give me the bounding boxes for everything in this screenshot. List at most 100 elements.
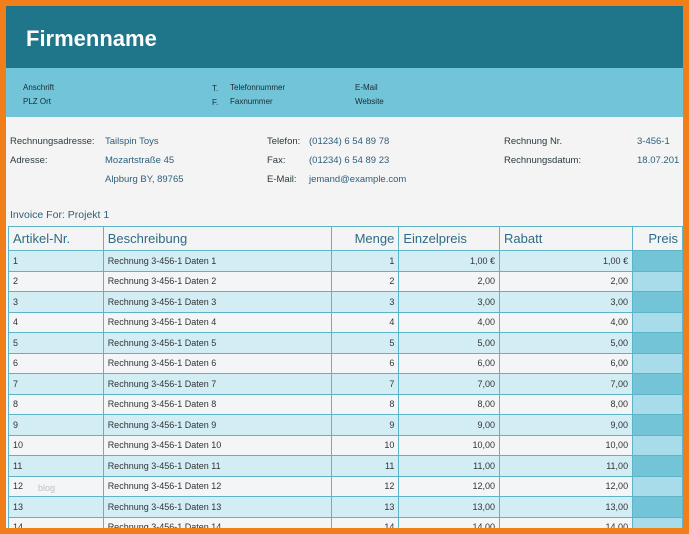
table-cell: 1 [330,250,400,272]
info-label: Rechnung Nr. [504,136,563,147]
table-cell: 10,00 [398,434,501,456]
table-row: 2 Rechnung 3-456-1 Daten 2 2 2,00 2,00 [8,270,683,292]
header-bar [6,6,683,68]
table-cell: 13,00 [499,496,634,518]
price-cell [632,496,683,518]
price-cell [632,393,683,415]
table-cell: 9,00 [499,414,634,436]
column-header: Preis [632,226,683,251]
table-cell: 7,00 [398,373,501,395]
table-cell: 10 [330,434,400,456]
price-cell [632,373,683,395]
price-cell [632,352,683,374]
table-cell: 5 [8,332,104,354]
table-cell: 2 [330,270,400,292]
table-cell: Rechnung 3-456-1 Daten 6 [102,352,332,374]
table-row: 4 Rechnung 3-456-1 Daten 4 4 4,00 4,00 [8,311,683,333]
table-cell: 14,00 [398,516,501,528]
table-cell: 7 [8,373,104,395]
band-text: Faxnummer [230,97,273,106]
table-cell: 14 [8,516,104,528]
table-cell: 13 [8,496,104,518]
invoice-table: Artikel-Nr. Beschreibung Menge Einzelpreis R… [8,226,683,528]
table-cell: 13 [330,496,400,518]
table-cell: 8,00 [398,393,501,415]
info-label: Adresse: [10,155,48,166]
table-cell: 4,00 [499,311,634,333]
info-label: Fax: [267,155,286,166]
table-row: 3 Rechnung 3-456-1 Daten 3 3 3,00 3,00 [8,291,683,313]
table-cell: Rechnung 3-456-1 Daten 5 [102,332,332,354]
band-text: Website [355,97,384,106]
price-cell [632,475,683,497]
table-cell: 10,00 [499,434,634,456]
table-cell: 4 [8,311,104,333]
watermark: blog [38,483,56,493]
band-text: Telefonnummer [230,83,286,92]
info-value: jemand@example.com [309,174,407,185]
table-cell: 4,00 [398,311,501,333]
table-cell: 7 [330,373,400,395]
table-cell: 11 [330,455,400,477]
table-cell: 1 [8,250,104,272]
table-cell: 8,00 [499,393,634,415]
table-cell: 5,00 [499,332,634,354]
table-cell: Rechnung 3-456-1 Daten 10 [102,434,332,456]
info-value: 3-456-1 [637,136,670,147]
table-row: 1 Rechnung 3-456-1 Daten 1 1 1,00 €1,00 € [8,250,683,272]
table-row: 7 Rechnung 3-456-1 Daten 7 7 7,00 7,00 [8,373,683,395]
invoice-for: Invoice For: Projekt 1 [10,209,110,221]
table-cell: Rechnung 3-456-1 Daten 7 [102,373,332,395]
table-cell: 4 [330,311,400,333]
table-cell: 11,00 [499,455,634,477]
price-cell [632,516,683,528]
table-cell: Rechnung 3-456-1 Daten 4 [102,311,332,333]
table-cell: 12 [8,475,104,497]
table-cell: Rechnung 3-456-1 Daten 14 [102,516,332,528]
info-label: Rechnungsadresse: [10,136,95,147]
table-cell: Rechnung 3-456-1 Daten 12 [102,475,332,497]
table-cell: 5,00 [398,332,501,354]
column-header: Artikel-Nr. [8,226,104,251]
band-text: PLZ Ort [23,97,52,106]
table-row: 9 Rechnung 3-456-1 Daten 9 9 9,00 9,00 [8,414,683,436]
band-text: T. [212,84,219,93]
table-cell: 9 [8,414,104,436]
price-cell [632,311,683,333]
table-cell: 6 [330,352,400,374]
table-cell: 9,00 [398,414,501,436]
price-cell [632,250,683,272]
table-cell: 13,00 [398,496,501,518]
column-header: Beschreibung [102,226,332,251]
table-cell: 7,00 [499,373,634,395]
table-cell: Rechnung 3-456-1 Daten 11 [102,455,332,477]
price-cell [632,291,683,313]
band-text: F. [212,98,219,107]
table-cell: 3,00 [499,291,634,313]
table-cell: Rechnung 3-456-1 Daten 13 [102,496,332,518]
table-cell: 14,00 [499,516,634,528]
company-title: Firmenname [26,26,157,51]
info-value: Alpburg BY, 89765 [105,174,184,185]
table-row: 10 Rechnung 3-456-1 Daten 10 10 10,00 10,00 [8,434,683,456]
band-text: Anschrift [23,83,55,92]
table-row: 8 Rechnung 3-456-1 Daten 8 8 8,00 8,00 [8,393,683,415]
price-cell [632,455,683,477]
table-cell: 3 [8,291,104,313]
table-cell: 8 [330,393,400,415]
table-row: 14 Rechnung 3-456-1 Daten 14 14 14,00 14,00 [8,516,683,528]
header-row: Artikel-Nr. Beschreibung Menge Einzelpreis R… [8,226,683,251]
info-label: Telefon: [267,136,301,147]
table-row: 11 Rechnung 3-456-1 Daten 11 11 11,00 11,00 [8,455,683,477]
table-cell: 1,00 € [499,250,634,272]
table-cell: 12,00 [499,475,634,497]
info-value: 18.07.201 [637,155,680,166]
info-value: Mozartstraße 45 [105,155,175,166]
table-cell: Rechnung 3-456-1 Daten 8 [102,393,332,415]
table-cell: 6 [8,352,104,374]
table-cell: 11 [8,455,104,477]
table-cell: 6,00 [499,352,634,374]
info-value: (01234) 6 54 89 78 [309,136,390,147]
table-cell: 12,00 [398,475,501,497]
price-cell [632,414,683,436]
